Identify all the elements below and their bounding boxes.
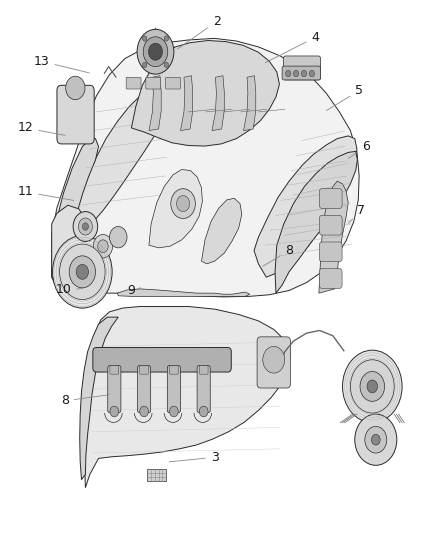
Circle shape [164, 36, 169, 41]
Polygon shape [201, 198, 242, 264]
Circle shape [293, 70, 299, 77]
Circle shape [137, 29, 174, 74]
Circle shape [110, 406, 119, 417]
Polygon shape [131, 41, 279, 146]
Circle shape [286, 70, 291, 77]
Polygon shape [180, 76, 193, 131]
Circle shape [66, 76, 85, 100]
FancyBboxPatch shape [257, 337, 290, 388]
Circle shape [367, 380, 378, 393]
Circle shape [69, 256, 95, 288]
Circle shape [140, 406, 148, 417]
Circle shape [177, 196, 190, 212]
Polygon shape [254, 136, 357, 277]
FancyBboxPatch shape [282, 66, 321, 80]
Text: 7: 7 [348, 204, 365, 223]
Text: 9: 9 [127, 284, 140, 297]
Polygon shape [53, 139, 99, 290]
Polygon shape [149, 76, 161, 131]
Text: 12: 12 [18, 122, 65, 135]
Polygon shape [52, 38, 359, 297]
FancyBboxPatch shape [170, 366, 178, 374]
Circle shape [170, 406, 178, 417]
Polygon shape [275, 151, 357, 293]
Circle shape [142, 36, 147, 41]
Circle shape [350, 360, 394, 413]
Polygon shape [52, 205, 85, 287]
FancyBboxPatch shape [199, 366, 208, 374]
Polygon shape [84, 306, 290, 488]
FancyBboxPatch shape [319, 269, 342, 288]
Circle shape [148, 43, 162, 60]
Circle shape [78, 218, 92, 235]
Circle shape [360, 372, 385, 401]
Text: 13: 13 [34, 55, 89, 73]
FancyBboxPatch shape [93, 348, 231, 372]
Polygon shape [117, 289, 250, 296]
Circle shape [301, 70, 307, 77]
FancyBboxPatch shape [126, 77, 141, 89]
Polygon shape [319, 181, 348, 293]
Circle shape [53, 236, 112, 308]
Text: 8: 8 [61, 394, 109, 407]
Circle shape [164, 62, 169, 68]
Circle shape [343, 350, 402, 423]
Polygon shape [212, 76, 224, 131]
FancyBboxPatch shape [319, 189, 342, 208]
FancyBboxPatch shape [319, 215, 342, 235]
FancyBboxPatch shape [283, 56, 321, 80]
Circle shape [355, 414, 397, 465]
FancyBboxPatch shape [138, 366, 151, 413]
Text: 6: 6 [348, 140, 370, 158]
Polygon shape [149, 169, 202, 248]
FancyBboxPatch shape [197, 366, 210, 413]
Polygon shape [244, 76, 256, 131]
FancyBboxPatch shape [167, 366, 180, 413]
Text: 11: 11 [18, 185, 74, 200]
Circle shape [143, 37, 168, 67]
FancyBboxPatch shape [110, 366, 119, 374]
FancyBboxPatch shape [146, 77, 161, 89]
Circle shape [60, 244, 105, 300]
Text: 8: 8 [263, 244, 293, 266]
Circle shape [309, 70, 314, 77]
Text: 4: 4 [265, 31, 319, 63]
Circle shape [365, 426, 387, 453]
Circle shape [263, 346, 285, 373]
Text: 3: 3 [169, 451, 219, 464]
Circle shape [98, 240, 108, 253]
Circle shape [371, 434, 380, 445]
FancyBboxPatch shape [140, 366, 148, 374]
Polygon shape [80, 317, 118, 480]
FancyBboxPatch shape [147, 469, 166, 481]
Circle shape [171, 189, 195, 219]
Text: 5: 5 [326, 84, 363, 110]
Text: 2: 2 [177, 15, 221, 49]
Polygon shape [77, 88, 171, 230]
Circle shape [73, 212, 98, 241]
Text: 10: 10 [56, 284, 83, 296]
Circle shape [76, 264, 88, 279]
Circle shape [142, 62, 147, 68]
FancyBboxPatch shape [319, 242, 342, 262]
FancyBboxPatch shape [108, 366, 121, 413]
FancyBboxPatch shape [166, 77, 180, 89]
Circle shape [82, 223, 88, 230]
Circle shape [93, 235, 113, 258]
Circle shape [110, 227, 127, 248]
Circle shape [199, 406, 208, 417]
FancyBboxPatch shape [57, 85, 94, 144]
